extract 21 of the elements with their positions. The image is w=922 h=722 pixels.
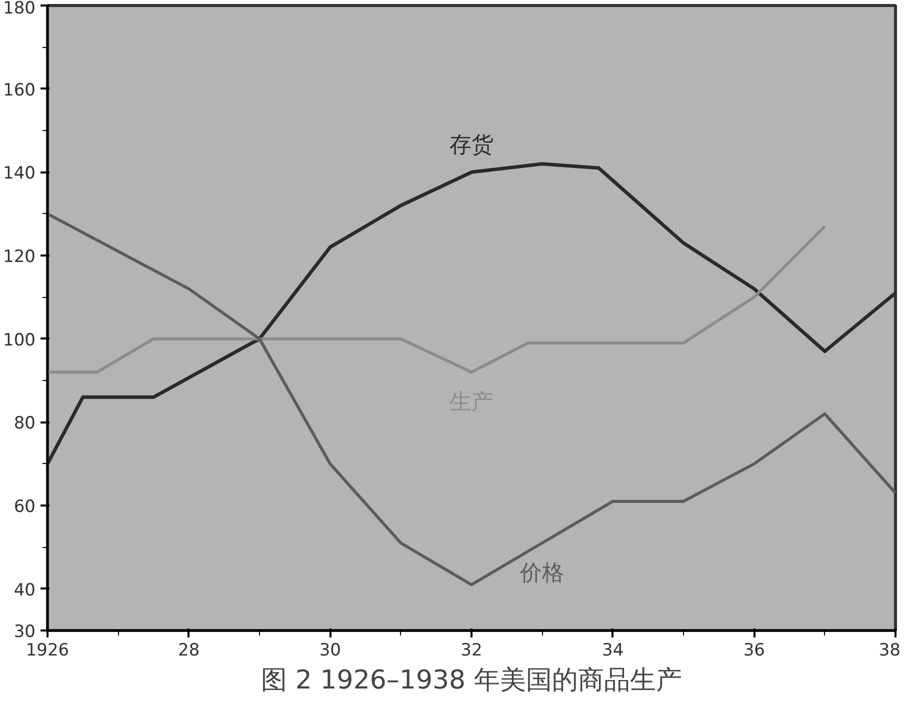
y-tick-label: 180 [3,0,36,18]
x-tick-label: 36 [743,640,765,660]
text: 图 2 1926–1938 年美国的商品生产 [261,666,682,696]
x-tick-label: 32 [460,640,482,660]
x-tick-label: 38 [878,640,901,660]
line-series [48,212,896,586]
y-tick-label: 60 [14,497,36,517]
x-tick-label: 1926 [26,640,70,660]
y-tick-label: 140 [3,164,36,184]
y-tick-label: 160 [3,80,36,100]
y-tick-label: 30 [14,622,36,642]
x-tick-label: 28 [178,640,200,660]
y-tick-label: 80 [14,414,36,434]
x-tick-label: 34 [602,640,624,660]
y-tick-label: 120 [3,247,36,267]
series-label: 价格 [519,561,564,586]
x-tick-label: 30 [319,640,341,660]
y-tick-label: 100 [3,330,36,350]
line-series [48,224,826,374]
series-label: 存货 [450,133,494,158]
y-tick-label: 40 [14,580,36,600]
